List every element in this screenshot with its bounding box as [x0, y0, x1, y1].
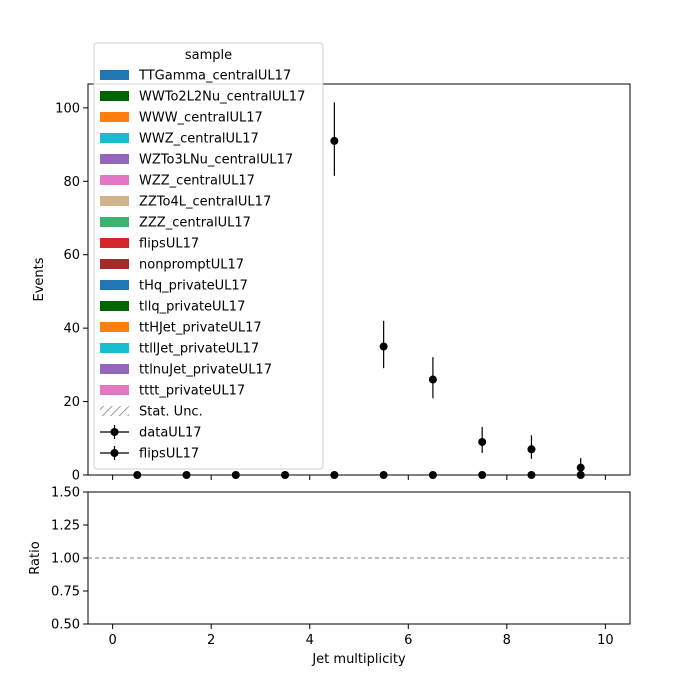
ratio-x-tick-label: 2 [207, 633, 215, 648]
legend-entry-label: WWW_centralUL17 [139, 111, 263, 126]
legend-swatch-hatch [100, 406, 129, 416]
legend-entry-label: TTGamma_centralUL17 [138, 69, 291, 84]
main-y-tick-label: 20 [63, 395, 80, 410]
data-point [330, 136, 339, 145]
main-y-tick-label: 40 [63, 322, 80, 337]
legend-entry-label: WZTo3LNu_centralUL17 [139, 153, 293, 168]
main-y-tick-label: 0 [72, 469, 80, 484]
main-axes-frame [87, 83, 631, 476]
legend-swatch [100, 301, 129, 311]
ratio-y-tick-label: 1.25 [51, 519, 80, 534]
legend-swatch [100, 280, 129, 290]
ratio-x-tick-label: 0 [108, 633, 116, 648]
flips-point [182, 471, 191, 479]
legend-entry-label: WWTo2L2Nu_centralUL17 [139, 90, 305, 105]
legend-entry-label: flipsUL17 [139, 237, 199, 252]
legend-swatch [100, 322, 129, 332]
data-point [527, 445, 536, 454]
legend-swatch [100, 91, 129, 101]
legend-marker [110, 449, 119, 457]
main-y-tick-label: 80 [63, 175, 80, 190]
legend-swatch [100, 196, 129, 206]
legend-entry-label: Stat. Unc. [139, 405, 203, 420]
ratio-y-tick-label: 1.50 [51, 486, 80, 501]
flips-point [379, 471, 388, 479]
legend-swatch [100, 259, 129, 269]
ratio-x-tick-label: 4 [306, 633, 314, 648]
legend-entry-label: ttllJet_privateUL17 [139, 342, 259, 357]
legend-entry-label: nonpromptUL17 [139, 258, 244, 273]
legend-swatch [100, 343, 129, 353]
main-panel: 0 20 40 60 80 100 Events [32, 83, 631, 484]
legend-entry-label: ttHJet_privateUL17 [139, 321, 262, 336]
legend-swatch [100, 175, 129, 185]
legend-entry-label: flipsUL17 [139, 447, 199, 462]
legend-swatch [100, 133, 129, 143]
legend-entry-label: WWZ_centralUL17 [139, 132, 259, 147]
flips-point [133, 471, 142, 479]
flips-point [478, 471, 487, 479]
ratio-y-tick-label: 1.00 [51, 552, 80, 567]
ratio-y-tick-label: 0.75 [51, 585, 80, 600]
legend-swatch [100, 154, 129, 164]
data-point [379, 342, 388, 351]
legend-entry-label: tHq_privateUL17 [139, 279, 248, 294]
legend-entry-label: dataUL17 [139, 426, 202, 441]
legend-swatch [100, 112, 129, 122]
flips-point [231, 471, 240, 479]
legend-swatch [100, 217, 129, 227]
main-y-tick-label: 60 [63, 248, 80, 263]
flips-point [330, 471, 339, 479]
ratio-y-tick-label: 0.50 [51, 618, 80, 633]
ratio-axes-frame [87, 491, 631, 625]
legend-swatch [100, 385, 129, 395]
data-point [428, 375, 437, 384]
legend: sample TTGamma_centralUL17 WWTo2L2Nu_centr… [93, 42, 324, 470]
legend-swatch [100, 364, 129, 374]
main-y-tick-label: 100 [55, 101, 80, 116]
flips-point [281, 471, 290, 479]
data-point [576, 463, 585, 472]
legend-swatch [100, 238, 129, 248]
legend-entry-label: tttt_privateUL17 [139, 384, 245, 399]
legend-entry-label: tllq_privateUL17 [139, 300, 245, 315]
legend-entry-label: ZZZ_centralUL17 [139, 216, 251, 231]
flips-point [527, 471, 536, 479]
flips-point [428, 471, 437, 479]
legend-entry-label: ttlnuJet_privateUL17 [139, 363, 272, 378]
legend-entry-label: WZZ_centralUL17 [139, 174, 255, 189]
main-y-axis-label: Events [32, 257, 47, 301]
legend-marker [110, 428, 119, 436]
ratio-y-axis-label: Ratio [28, 541, 43, 574]
ratio-x-tick-label: 10 [597, 633, 614, 648]
data-point [478, 437, 487, 446]
flips-point [576, 471, 585, 479]
ratio-x-tick-label: 8 [503, 633, 511, 648]
legend-title: sample [185, 48, 232, 63]
legend-entry-label: ZZTo4L_centralUL17 [139, 195, 271, 210]
x-axis-label: Jet multiplicity [311, 652, 406, 667]
legend-swatch [100, 70, 129, 80]
ratio-panel: 0 2 4 6 8 10 0.50 0.75 1.00 1.25 1.50 Ratio Jet mult… [28, 486, 631, 667]
ratio-x-tick-label: 6 [404, 633, 412, 648]
legend-box [93, 42, 324, 470]
